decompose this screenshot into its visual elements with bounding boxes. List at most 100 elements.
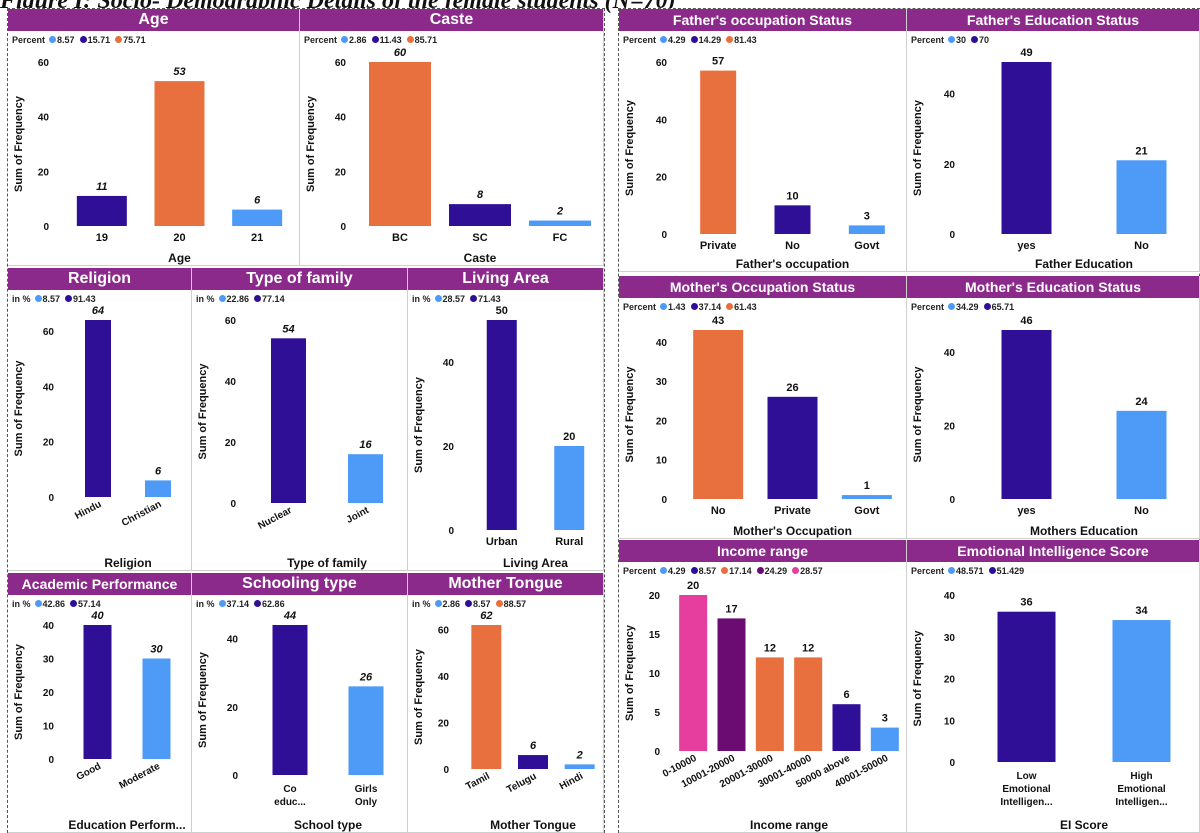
- legend-label: 11.43: [379, 35, 402, 45]
- y-tick-label: 0: [661, 495, 667, 506]
- chart-plot: Sum of Frequency 0 10 20 30 40 43 No 26 Private 1 G…: [624, 315, 892, 538]
- bar-no: [693, 330, 744, 499]
- data-label: 20: [563, 431, 575, 443]
- data-label: 57: [712, 56, 724, 68]
- legend-swatch: [983, 303, 991, 311]
- y-tick-label: 0: [443, 765, 449, 776]
- y-tick-label: 20: [649, 591, 661, 602]
- legend-swatch: [721, 567, 729, 575]
- data-label: 53: [173, 66, 185, 78]
- y-tick-label: 15: [649, 630, 661, 641]
- legend-item: 22.86: [218, 294, 249, 304]
- x-axis-label: Mother Tongue: [490, 818, 576, 832]
- legend-swatch: [690, 567, 698, 575]
- y-tick-label: 30: [43, 655, 55, 666]
- legend-swatch: [218, 295, 226, 303]
- y-tick-label: 20: [227, 703, 239, 714]
- x-tick-label: yes: [1017, 505, 1035, 517]
- chart-panel-medu: Mother's Education Status Percent 34.29 65.…: [907, 276, 1200, 539]
- y-tick-label: 10: [944, 716, 956, 727]
- legend-swatch: [218, 600, 226, 608]
- legend-item: 28.57: [434, 294, 465, 304]
- bar-christian: [145, 480, 171, 497]
- legend-label: 75.71: [123, 35, 146, 45]
- bar-nuclear: [271, 338, 306, 503]
- chart-title: Caste: [300, 9, 603, 31]
- y-axis-label: Sum of Frequency: [413, 376, 425, 473]
- x-axis-label: Mother's Occupation: [733, 524, 852, 538]
- legend-swatch: [495, 600, 503, 608]
- data-label: 12: [764, 642, 776, 654]
- y-tick-label: 0: [448, 526, 454, 537]
- legend-label: 2.86: [442, 599, 461, 609]
- bar-no: [774, 205, 811, 234]
- legend-label: 57.14: [78, 599, 101, 609]
- x-tick-label: 21: [251, 232, 263, 244]
- legend-item: 81.43: [726, 35, 757, 45]
- legend-swatch: [434, 295, 442, 303]
- chart-legend: in % 22.86 77.14: [196, 294, 290, 304]
- chart-plot: Sum of Frequency 0 20 40 60 64 Hindu 6 Christian…: [13, 305, 171, 570]
- bar-moderate: [142, 658, 171, 759]
- legend-label: 37.14: [226, 599, 250, 609]
- data-label: 10: [786, 190, 798, 202]
- data-label: 3: [864, 210, 870, 222]
- y-tick-label: 40: [43, 621, 55, 632]
- legend-swatch: [434, 600, 442, 608]
- x-axis-label: Religion: [104, 556, 151, 570]
- y-tick-label: 40: [335, 113, 347, 124]
- chart-panel-academic: Academic Performance in % 42.86 57.14 Sum of…: [8, 573, 192, 833]
- legend-item: 2.86: [341, 35, 367, 45]
- y-tick-label: 40: [656, 115, 668, 126]
- legend-item: 17.14: [721, 566, 752, 576]
- x-axis-label: School type: [294, 818, 362, 832]
- data-label: 34: [1135, 605, 1148, 617]
- legend-swatch: [948, 36, 956, 44]
- legend-swatch: [690, 36, 698, 44]
- chart-panel-age: Age Percent 8.57 15.71 75.71 Sum of Frequency…: [8, 9, 300, 266]
- x-tick-label: Co educ...: [274, 784, 306, 808]
- y-axis-label: Sum of Frequency: [912, 99, 924, 196]
- x-tick-label-line: Emotional: [1117, 784, 1166, 795]
- x-tick-label: No: [1134, 240, 1149, 252]
- data-label: 43: [712, 315, 724, 327]
- legend-swatch: [690, 303, 698, 311]
- legend-item: 71.43: [470, 294, 501, 304]
- x-tick-label: Private: [774, 505, 811, 517]
- x-tick-label-line: High: [1130, 771, 1152, 782]
- x-axis-label: Type of family: [287, 556, 367, 570]
- legend-swatch: [254, 600, 262, 608]
- y-tick-label: 10: [649, 669, 661, 680]
- legend-item: 8.57: [49, 35, 75, 45]
- legend-label: 8.57: [698, 566, 717, 576]
- data-label: 49: [1020, 47, 1032, 59]
- legend-label: 71.43: [478, 294, 501, 304]
- chart-panel-caste: Caste Percent 2.86 11.43 85.71 Sum of Frequen…: [300, 9, 604, 266]
- y-tick-label: 0: [232, 771, 238, 782]
- bar-hindi: [564, 764, 595, 769]
- x-tick-label: Christian: [120, 499, 163, 529]
- legend-item: 57.14: [70, 599, 101, 609]
- y-tick-label: 5: [654, 708, 660, 719]
- data-label: 54: [282, 323, 294, 335]
- chart-legend: in % 8.57 91.43: [12, 294, 101, 304]
- legend-item: 1.43: [660, 302, 686, 312]
- chart-plot: Sum of Frequency 0 20 40 60 62 Tamil 6 Telugu 2 Hi…: [413, 610, 595, 832]
- x-tick-label: Private: [700, 240, 737, 252]
- legend-label: 4.29: [668, 566, 686, 576]
- data-label: 64: [92, 305, 104, 317]
- chart-plot: Sum of Frequency 0 20 40 50 Urban 20 Rural Livin…: [413, 305, 585, 570]
- bar-bc: [369, 62, 431, 226]
- legend-item: 42.86: [34, 599, 65, 609]
- x-tick-label: No: [785, 240, 800, 252]
- legend-item: 8.57: [465, 599, 491, 609]
- bar-21: [232, 209, 283, 226]
- chart-title: Emotional Intelligence Score: [907, 540, 1199, 562]
- y-tick-label: 20: [944, 422, 956, 433]
- legend-item: 91.43: [65, 294, 96, 304]
- legend-label: 4.29: [668, 35, 686, 45]
- y-axis-label: Sum of Frequency: [912, 366, 924, 463]
- y-tick-label: 20: [656, 416, 668, 427]
- bar-rural: [554, 446, 585, 530]
- chart-panel-mocc: Mother's Occupation Status Percent 1.43 37.…: [619, 276, 907, 539]
